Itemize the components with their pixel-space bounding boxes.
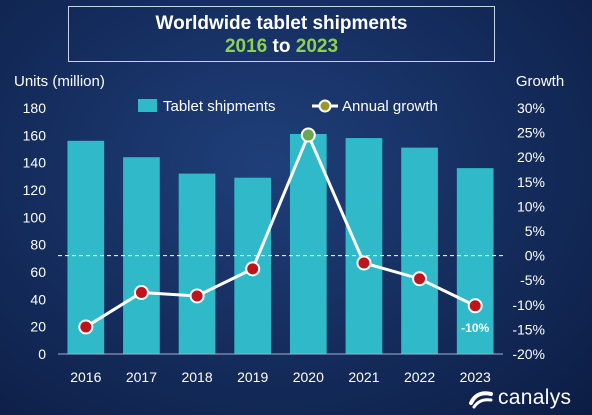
bar-shipments <box>178 173 216 354</box>
y-tick-label: 20 <box>30 319 46 335</box>
y-tick-label: 80 <box>30 237 46 253</box>
subtitle-year-start: 2016 <box>224 36 268 57</box>
y-tick-label: 40 <box>30 291 46 307</box>
chart-subtitle: 2016 to 2023 <box>69 35 494 58</box>
chart-title-box: Worldwide tablet shipments 2016 to 2023 <box>68 6 495 62</box>
growth-annotation: -10% <box>461 321 489 335</box>
bar-shipments <box>456 168 494 354</box>
growth-line <box>85 131 476 329</box>
x-tick-label: 2021 <box>348 369 379 385</box>
y2-tick-label: 10% <box>517 198 545 214</box>
growth-point <box>412 271 428 287</box>
y-tick-label: 180 <box>23 100 47 116</box>
y2-tick-label: 30% <box>517 100 545 116</box>
y-tick-label: 140 <box>23 155 47 171</box>
y2-tick-label: 15% <box>517 174 545 190</box>
growth-point <box>78 319 94 335</box>
y2-tick-label: 20% <box>517 149 545 165</box>
bar-shipments <box>401 147 438 354</box>
growth-point <box>133 285 149 300</box>
y2-axis-title: Growth <box>516 73 564 90</box>
legend-label-growth: Annual growth <box>342 98 438 115</box>
y-tick-label: 60 <box>30 264 46 280</box>
growth-point <box>189 288 205 304</box>
legend-label-shipments: Tablet shipments <box>163 98 276 115</box>
y-axis-title: Units (million) <box>14 73 105 90</box>
canalys-logo-icon <box>469 391 493 409</box>
x-tick-label: 2022 <box>404 369 435 385</box>
y-tick-label: 120 <box>23 182 47 198</box>
y2-tick-label: -5% <box>520 272 545 288</box>
bar-shipments <box>345 138 383 354</box>
legend-marker-growth <box>318 99 332 113</box>
y2-tick-label: 5% <box>525 223 545 239</box>
growth-point <box>300 127 316 143</box>
brand-logo: canalys <box>468 386 571 410</box>
x-tick-label: 2018 <box>181 369 212 385</box>
y2-tick-label: -10% <box>512 297 545 313</box>
subtitle-year-end: 2023 <box>295 36 339 57</box>
x-tick-label: 2019 <box>237 369 268 385</box>
x-tick-label: 2023 <box>460 369 491 385</box>
bar-shipments <box>289 133 327 354</box>
y-tick-label: 100 <box>23 209 47 225</box>
growth-point <box>356 255 372 271</box>
growth-point <box>467 298 483 314</box>
chart-title: Worldwide tablet shipments <box>155 13 408 34</box>
y2-tick-label: 25% <box>517 125 545 141</box>
y-tick-label: 160 <box>23 127 47 143</box>
y2-tick-label: -15% <box>512 321 545 337</box>
growth-point <box>245 261 261 277</box>
y2-tick-label: 0% <box>525 248 545 264</box>
legend-swatch-shipments <box>138 99 157 112</box>
y2-tick-label: -20% <box>512 346 545 362</box>
brand-logo-text: canalys <box>498 386 572 409</box>
y-tick-label: 0 <box>38 346 46 362</box>
x-tick-label: 2020 <box>293 369 324 385</box>
x-tick-label: 2016 <box>70 369 101 385</box>
subtitle-connector: to <box>272 36 291 57</box>
x-tick-label: 2017 <box>126 369 157 385</box>
